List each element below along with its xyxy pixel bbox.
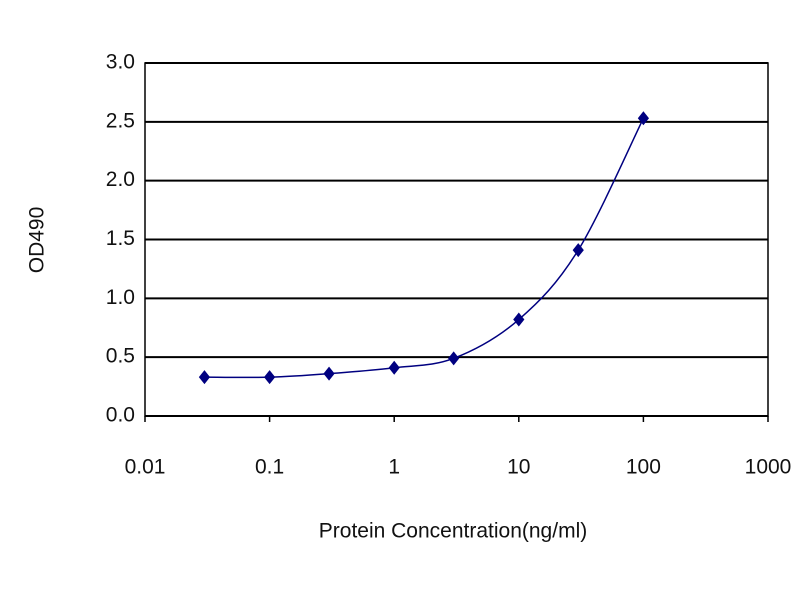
- y-tick-label: 3.0: [106, 51, 135, 74]
- data-point: [448, 351, 460, 366]
- x-tick-label: 0.01: [125, 456, 166, 479]
- y-tick-label: 1.5: [106, 227, 135, 250]
- data-point: [388, 360, 400, 375]
- data-point: [323, 366, 335, 381]
- data-point: [637, 111, 649, 126]
- x-tick-label: 1000: [745, 456, 792, 479]
- y-tick-label: 2.5: [106, 109, 135, 132]
- x-axis-title: Protein Concentration(ng/ml): [319, 520, 587, 543]
- y-tick-label: 1.0: [106, 286, 135, 309]
- y-tick-label: 0.0: [106, 404, 135, 427]
- x-tick-label: 0.1: [255, 456, 284, 479]
- data-point: [198, 370, 211, 385]
- y-tick-label: 2.0: [106, 168, 135, 191]
- data-point: [572, 243, 584, 258]
- x-tick-label: 1: [388, 456, 400, 479]
- x-tick-label: 100: [626, 456, 661, 479]
- x-tick-label: 10: [507, 456, 530, 479]
- y-tick-label: 0.5: [106, 345, 135, 368]
- series-line: [204, 117, 645, 379]
- data-point: [264, 370, 276, 385]
- data-point: [513, 312, 525, 327]
- y-axis-title: OD490: [26, 207, 49, 274]
